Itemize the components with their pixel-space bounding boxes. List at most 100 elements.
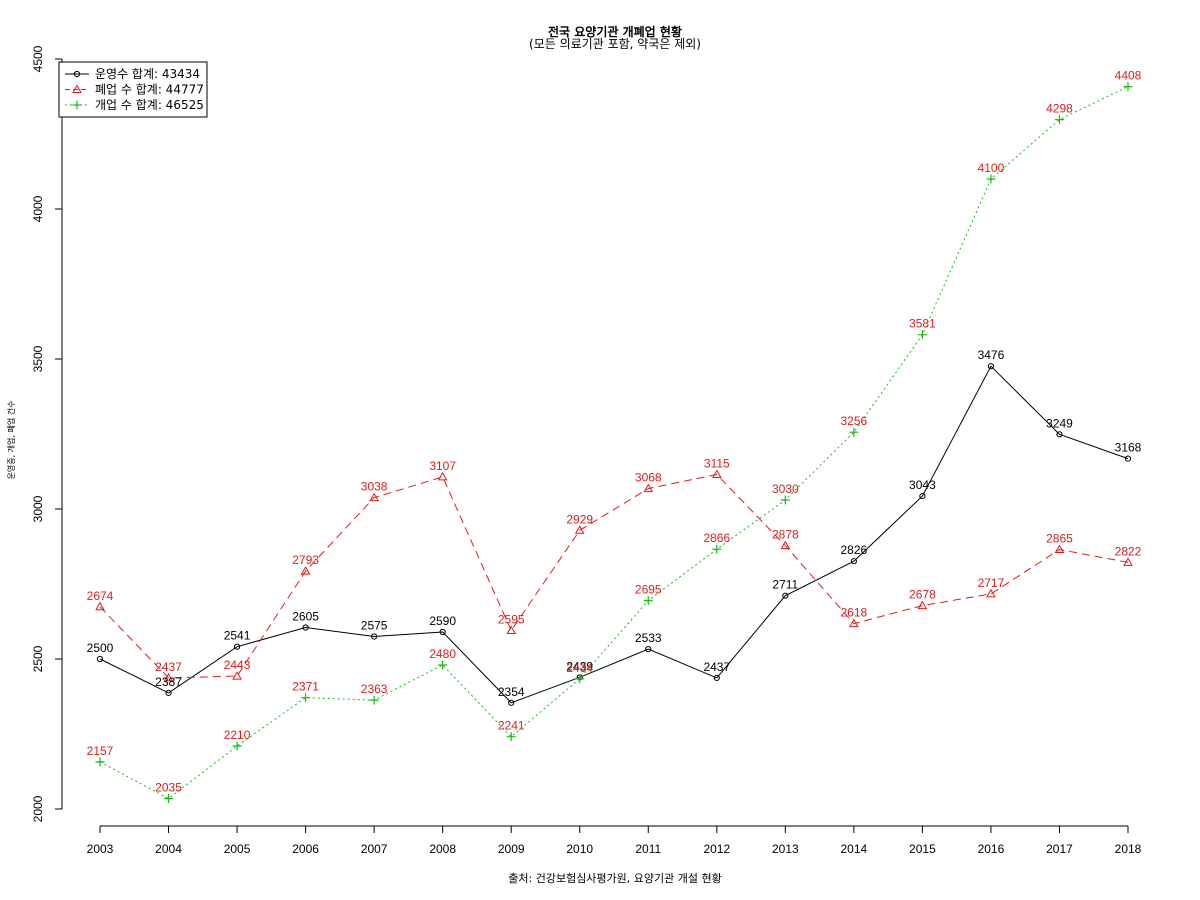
series-0-point [919,493,926,500]
x-tick-label: 2012 [703,842,730,856]
series-1-point [711,469,722,478]
series-0-point [439,628,446,636]
x-tick-label: 2004 [155,842,182,856]
y-tick-label: 4000 [31,195,45,222]
series-1-point [574,525,585,534]
series-0-data-label: 2439 [566,659,593,673]
x-tick-label: 2016 [978,842,1005,856]
x-tick-label: 2011 [635,842,661,856]
series-0-point [713,674,720,682]
series-1-data-label: 3107 [429,459,456,473]
series-2-data-label: 2035 [155,781,182,795]
series-2-data-label: 4298 [1046,102,1073,116]
series-1-point [917,600,928,610]
series-1-data-label: 2674 [87,589,114,603]
series-2-data-label: 2480 [429,647,456,661]
series-1-data-label: 2618 [841,606,868,620]
series-2-point [369,695,379,705]
series-0-point [1056,431,1063,438]
series-1 [95,469,1133,682]
x-tick-label: 2018 [1115,842,1142,856]
series-layer [95,82,1133,803]
y-tick-label: 3000 [31,495,45,522]
series-2-data-label: 4100 [978,161,1005,175]
series-2-data-label: 2363 [361,682,388,696]
series-2-data-label: 2434 [566,661,593,675]
series-0-data-label: 2387 [155,675,182,689]
series-1-data-label: 2793 [292,553,319,567]
data-labels-layer: 2500 2387 2541 2605 2575 2590 2354 2439 2533 2437… [87,69,1142,795]
series-0-data-label: 2711 [772,578,798,592]
series-1-point [437,471,448,481]
series-1-data-label: 3068 [635,471,662,485]
series-2-data-label: 2210 [224,728,251,742]
x-tick-label: 2017 [1046,842,1073,856]
x-tick-label: 2006 [292,842,319,856]
series-1-point [1054,544,1065,553]
series-2-point [232,741,242,751]
series-1-data-label: 2865 [1046,532,1073,546]
series-2-data-label: 3256 [841,414,868,428]
x-tick-label: 2005 [224,842,251,856]
y-tick-label: 4500 [31,45,45,72]
axes: 2000 2500 3000 3500 4000 4500 2003 2004 2005 2006… [31,45,1142,856]
series-1-point [163,672,174,682]
x-tick-label: 2008 [429,842,456,856]
series-2-point [917,330,927,340]
series-0-point [782,592,789,599]
series-2-data-label: 2866 [703,531,730,545]
series-1-data-label: 2929 [566,512,593,526]
series-2-point [1123,82,1133,92]
series-0-data-label: 2533 [635,631,662,645]
x-tick-label: 2007 [361,842,388,856]
series-2-point [95,757,105,767]
y-tick-label: 2500 [31,645,45,672]
series-0-point [645,646,652,653]
series-0-data-label: 2541 [224,629,251,643]
series-0-point [508,699,515,706]
series-0-data-label: 3043 [909,478,936,492]
series-2-point [712,544,722,554]
series-2-point [643,596,653,605]
series-2-point [301,693,311,703]
legend-2-marker [72,100,82,110]
series-0-point [233,643,241,650]
series-1-data-label: 2717 [978,576,1005,590]
series-2 [95,82,1133,803]
legend-0-marker [73,70,81,78]
series-0-data-label: 2826 [841,543,868,557]
series-1-data-label: 2678 [909,588,936,602]
chart-subtitle: (모든 의료기관 포함, 약국은 제외) [529,36,701,51]
series-1-point [506,625,517,634]
legend-0-label: 운영수 합계: 43434 [95,67,200,81]
y-tick-label: 2000 [31,795,45,822]
series-0-data-label: 3476 [978,348,1005,362]
legend-1-label: 폐업 수 합계: 44777 [95,83,204,97]
series-1-data-label: 2443 [224,658,251,672]
series-2-point [780,495,790,505]
series-2-data-label: 3030 [772,482,799,496]
series-1-data-label: 2878 [772,528,799,542]
series-1-point [849,618,859,628]
x-tick-label: 2015 [909,842,936,856]
series-0-data-label: 2575 [361,619,388,633]
series-1-point [369,492,379,502]
chart-title: 전국 요양기관 개폐업 현황 [548,24,682,39]
x-tick-label: 2014 [841,842,868,856]
series-2-point [575,674,585,684]
series-0-data-label: 2500 [87,641,114,655]
series-0-point [302,624,309,631]
series-0 [96,363,1132,706]
series-0-point [987,363,995,370]
series-1-data-label: 2595 [498,613,525,627]
series-1-data-label: 3115 [704,457,730,471]
series-1-point [643,483,654,493]
series-2-point [438,660,448,670]
x-tick-label: 2009 [498,842,525,856]
series-2-data-label: 2157 [87,744,114,758]
series-1-point [300,566,311,575]
series-2-point [849,427,859,437]
series-2-point [986,174,996,184]
